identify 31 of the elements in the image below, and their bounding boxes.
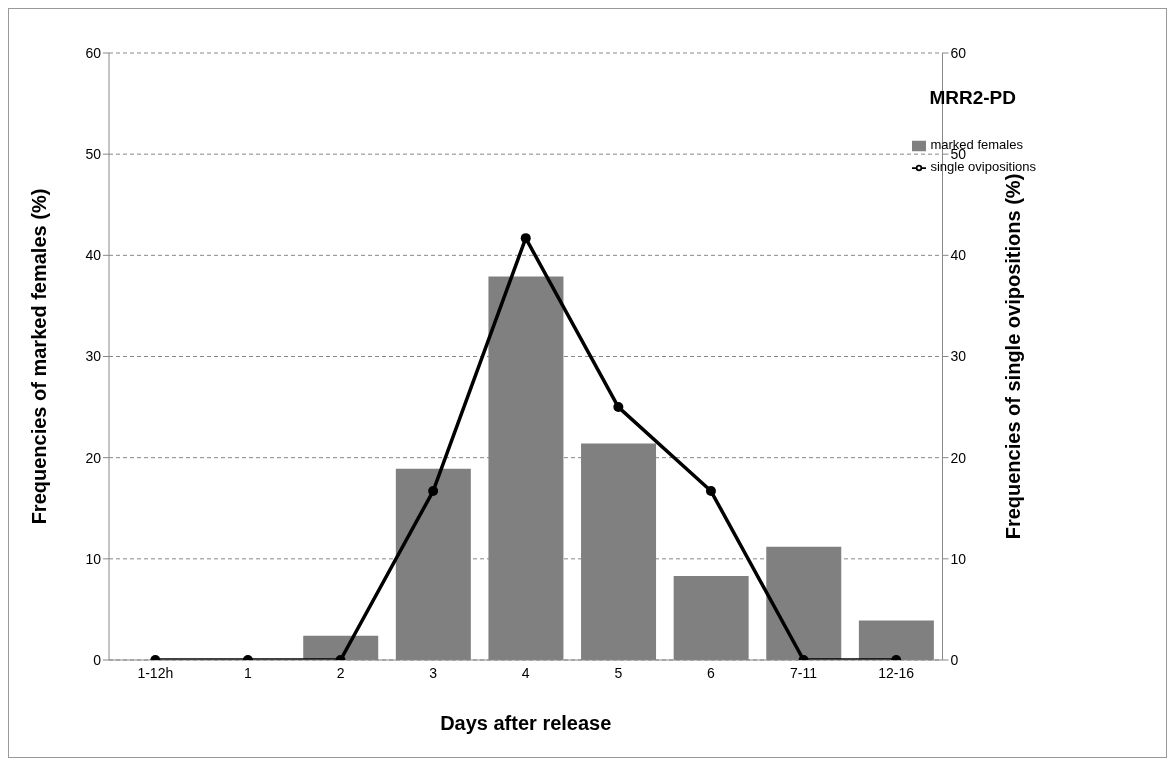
x-tick-label: 7-11 [790, 664, 818, 681]
x-tick-label: 12-16 [878, 664, 915, 681]
y2-tick-label: 40 [950, 247, 967, 264]
x-axis-title: Days after release [440, 712, 612, 734]
y-tick-label: 60 [85, 44, 102, 61]
x-tick-label: 6 [707, 664, 716, 681]
y-axis-title: Frequencies of marked females (%) [28, 188, 51, 525]
point [428, 486, 439, 497]
x-tick-label: 5 [614, 664, 623, 681]
y2-axis-title: Frequencies of single ovipositions (%) [1001, 173, 1024, 540]
y2-tick-label: 60 [950, 44, 967, 61]
y-tick-label: 30 [85, 348, 102, 365]
y-tick-label: 20 [85, 449, 102, 466]
text: MRR2-PD [929, 87, 1016, 109]
x-tick-label: 1 [244, 664, 253, 681]
y2-tick-label: 20 [950, 449, 967, 466]
x-tick-label: 4 [521, 664, 530, 681]
point [613, 402, 624, 413]
y-tick-label: 40 [85, 247, 102, 264]
y-tick-label: 50 [85, 146, 102, 163]
y2-tick-label: 30 [950, 348, 967, 365]
x-tick-label: 2 [336, 664, 345, 681]
x-tick-label: 3 [429, 664, 438, 681]
point [705, 486, 716, 497]
x-tick-label: 1-12h [137, 664, 174, 681]
legend-label: single ovipositions [930, 159, 1036, 174]
y-tick-label: 0 [93, 651, 102, 668]
y2-tick-label: 10 [950, 550, 967, 567]
y2-tick-label: 0 [950, 651, 959, 668]
point [520, 233, 531, 244]
y-tick-label: 10 [85, 550, 102, 567]
